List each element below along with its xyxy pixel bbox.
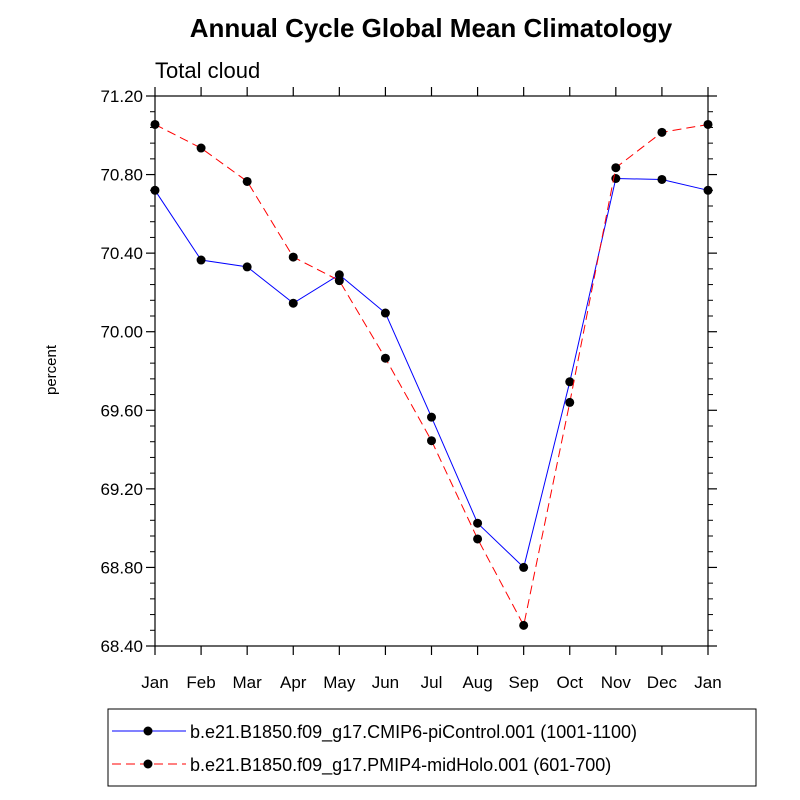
legend-marker-2	[143, 759, 153, 769]
x-tick-label: Aug	[462, 673, 492, 692]
series-2-point	[380, 353, 390, 363]
x-tick-label: Mar	[233, 673, 263, 692]
x-tick-label: Jan	[694, 673, 721, 692]
y-tick-label: 68.80	[100, 558, 143, 577]
series-1-point	[519, 562, 529, 572]
y-tick-label: 70.40	[100, 244, 143, 263]
chart-title: Annual Cycle Global Mean Climatology	[190, 13, 673, 43]
series-1-point	[473, 518, 483, 528]
y-tick-label: 69.60	[100, 401, 143, 420]
series-1-point	[196, 255, 206, 265]
series-1-point	[427, 412, 436, 422]
x-tick-label: Oct	[557, 673, 584, 692]
plot-frame	[154, 95, 709, 647]
series-2-point	[657, 127, 667, 137]
series-2-point	[565, 397, 575, 407]
x-tick-label: Dec	[647, 673, 678, 692]
legend-marker-1	[143, 726, 153, 736]
chart-subtitle: Total cloud	[155, 58, 260, 83]
x-tick-label: Sep	[509, 673, 539, 692]
x-tick-label: Jan	[141, 673, 168, 692]
series-line-2	[154, 124, 709, 627]
x-tick-label: Jun	[372, 673, 399, 692]
y-tick-label: 70.00	[100, 323, 143, 342]
x-tick-label: Apr	[280, 673, 307, 692]
series-2-point	[611, 163, 621, 173]
series-line-1	[154, 177, 709, 569]
x-tick-label: May	[323, 673, 356, 692]
y-axis-label: percent	[43, 344, 60, 395]
series-1-point	[380, 308, 390, 318]
x-tick-label: Jul	[421, 673, 443, 692]
x-tick-label: Nov	[601, 673, 632, 692]
series-2-point	[196, 143, 206, 153]
x-tick-label: Feb	[186, 673, 215, 692]
series-2-point	[473, 534, 483, 544]
series-2-point	[334, 276, 344, 286]
series-2-point	[519, 620, 529, 630]
y-tick-label: 68.40	[100, 637, 143, 656]
series-1-point	[565, 377, 575, 387]
series-1-point	[657, 174, 667, 184]
series-2-point	[427, 436, 436, 446]
series-2-point	[288, 252, 298, 262]
legend-box	[107, 708, 757, 787]
y-tick-label: 69.20	[100, 480, 143, 499]
plot-area: 68.40 68.80 69.20 69.60 70.00 70.40 70.80 71.20…	[100, 87, 722, 692]
y-tick-label: 70.80	[100, 166, 143, 185]
series-1-point	[288, 298, 298, 308]
legend: b.e21.B1850.f09_g17.CMIP6-piControl.001 …	[107, 708, 757, 787]
legend-label-2: b.e21.B1850.f09_g17.PMIP4-midHolo.001 (6…	[190, 755, 611, 776]
legend-label-1: b.e21.B1850.f09_g17.CMIP6-piControl.001 …	[190, 722, 637, 743]
series-2-point	[242, 176, 252, 186]
series-1-point	[242, 262, 252, 272]
y-tick-label: 71.20	[100, 87, 143, 106]
